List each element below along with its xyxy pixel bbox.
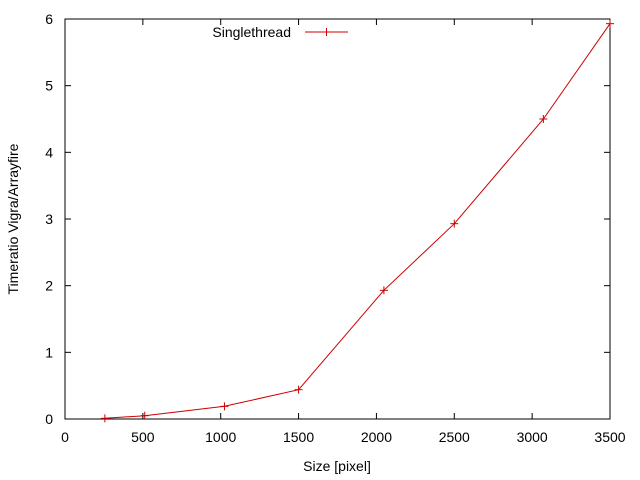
data-point bbox=[450, 219, 459, 228]
x-tick-label: 500 bbox=[131, 429, 155, 445]
x-tick-label: 3000 bbox=[517, 429, 548, 445]
x-tick-label: 2000 bbox=[361, 429, 392, 445]
data-point bbox=[294, 385, 303, 394]
data-point bbox=[379, 286, 388, 295]
y-tick-label: 3 bbox=[45, 211, 53, 227]
y-tick-label: 0 bbox=[45, 411, 53, 427]
y-tick-label: 1 bbox=[45, 344, 53, 360]
x-tick-label: 1000 bbox=[205, 429, 236, 445]
y-axis-label: Timeratio Vigra/Arrayfire bbox=[5, 143, 21, 294]
axis-ticks bbox=[64, 18, 611, 420]
series-layer bbox=[100, 19, 614, 423]
data-point bbox=[220, 402, 229, 411]
x-tick-label: 1500 bbox=[283, 429, 314, 445]
legend-label-singlethread: Singlethread bbox=[212, 24, 291, 40]
y-tick-label: 5 bbox=[45, 78, 53, 94]
legend: Singlethread bbox=[212, 24, 348, 40]
x-tick-label: 0 bbox=[61, 429, 69, 445]
data-point bbox=[100, 414, 109, 423]
legend-plus-marker bbox=[322, 28, 331, 36]
x-axis-label: Size [pixel] bbox=[303, 458, 371, 474]
y-tick-label: 6 bbox=[45, 11, 53, 27]
y-tick-label: 4 bbox=[45, 144, 53, 160]
series-line-singlethread bbox=[104, 23, 611, 419]
data-point bbox=[606, 19, 614, 28]
axis-tick-labels: 0 500 1000 1500 2000 2500 3000 3500 0 1 2 3 4 5 6 bbox=[45, 11, 626, 445]
y-tick-label: 2 bbox=[45, 278, 53, 294]
legend-marker-singlethread bbox=[322, 28, 331, 36]
data-point bbox=[140, 411, 149, 420]
x-tick-label: 2500 bbox=[439, 429, 470, 445]
data-point bbox=[539, 115, 548, 123]
x-tick-label: 3500 bbox=[594, 429, 625, 445]
plot-area-frame bbox=[64, 18, 611, 420]
